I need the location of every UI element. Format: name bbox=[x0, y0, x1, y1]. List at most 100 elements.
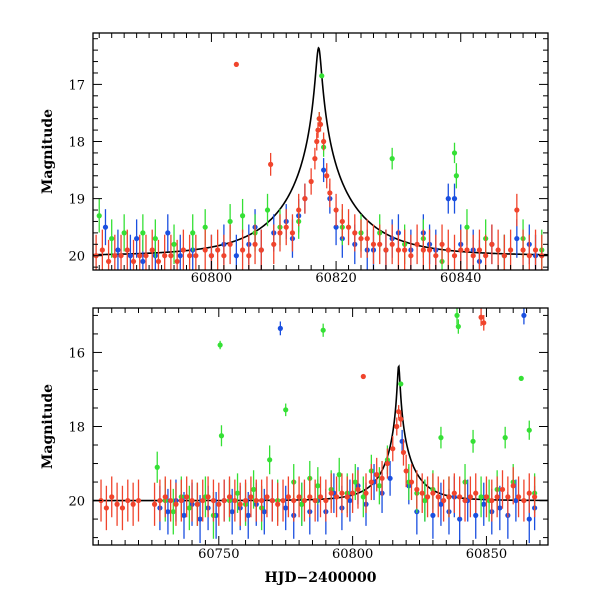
data-point bbox=[302, 196, 308, 202]
data-point bbox=[308, 178, 314, 185]
data-point bbox=[451, 490, 457, 496]
data-point bbox=[390, 446, 396, 452]
data-point bbox=[125, 497, 131, 504]
y-tick-label: 16 bbox=[68, 346, 85, 361]
data-point bbox=[252, 241, 258, 247]
data-point bbox=[259, 497, 265, 504]
data-point bbox=[321, 138, 327, 145]
series-green bbox=[96, 73, 545, 270]
data-point bbox=[320, 327, 326, 333]
data-point bbox=[109, 235, 115, 242]
data-point bbox=[232, 497, 238, 504]
y-axis-label: Magnitude bbox=[40, 384, 56, 469]
data-point bbox=[109, 494, 115, 500]
data-point bbox=[384, 460, 391, 467]
data-point bbox=[321, 167, 327, 173]
data-point bbox=[283, 505, 289, 511]
data-point bbox=[312, 497, 318, 504]
data-point bbox=[119, 505, 126, 511]
data-point bbox=[467, 494, 473, 500]
data-point bbox=[151, 501, 158, 507]
data-point bbox=[532, 494, 538, 500]
data-point bbox=[121, 230, 127, 236]
data-point bbox=[135, 497, 142, 504]
data-point bbox=[514, 235, 520, 242]
data-point bbox=[336, 472, 342, 478]
data-point bbox=[419, 490, 425, 496]
data-point bbox=[124, 247, 130, 253]
data-point bbox=[526, 516, 532, 522]
data-point bbox=[495, 247, 501, 253]
data-point bbox=[345, 224, 352, 230]
data-point bbox=[470, 438, 476, 444]
bottom-panel: 60750 60800 60850 16 18 20 Magnitude HJD−240000… bbox=[40, 307, 549, 586]
data-point bbox=[363, 490, 369, 496]
data-point bbox=[168, 497, 174, 504]
data-point bbox=[202, 224, 208, 230]
data-point bbox=[451, 253, 458, 259]
data-point bbox=[515, 494, 522, 500]
data-point bbox=[481, 501, 487, 507]
data-point bbox=[430, 490, 436, 496]
data-point bbox=[502, 435, 508, 441]
data-point bbox=[229, 509, 235, 515]
data-point bbox=[140, 230, 146, 236]
data-point bbox=[499, 486, 506, 493]
data-point bbox=[157, 497, 163, 504]
data-point bbox=[174, 258, 180, 265]
data-point bbox=[426, 247, 433, 253]
data-point bbox=[317, 494, 324, 500]
data-point bbox=[149, 247, 155, 253]
data-point bbox=[396, 409, 402, 415]
data-point bbox=[454, 312, 460, 319]
data-point bbox=[377, 241, 383, 247]
data-point bbox=[162, 253, 168, 259]
data-point bbox=[194, 501, 200, 507]
data-point bbox=[173, 501, 179, 507]
data-point bbox=[389, 156, 395, 162]
data-point bbox=[457, 516, 463, 522]
data-point bbox=[470, 253, 476, 259]
data-point bbox=[403, 468, 409, 474]
data-point bbox=[296, 207, 302, 213]
x-tick-label: 60800 bbox=[191, 271, 232, 286]
data-point bbox=[424, 494, 431, 500]
data-point bbox=[189, 497, 195, 504]
data-point bbox=[127, 253, 133, 259]
data-point bbox=[216, 501, 222, 507]
data-point bbox=[242, 497, 249, 504]
y-tick-label: 20 bbox=[68, 250, 85, 265]
data-point bbox=[114, 501, 120, 507]
data-point bbox=[289, 230, 296, 236]
data-point bbox=[451, 150, 458, 156]
data-point bbox=[438, 501, 444, 507]
data-point bbox=[134, 235, 140, 242]
data-point bbox=[398, 416, 404, 422]
data-point bbox=[130, 501, 136, 507]
data-point bbox=[193, 253, 199, 259]
data-point bbox=[233, 253, 239, 259]
data-point bbox=[283, 407, 289, 413]
data-point bbox=[481, 320, 487, 326]
data-point bbox=[317, 121, 324, 127]
data-point bbox=[505, 494, 511, 500]
data-point bbox=[398, 381, 404, 387]
data-point bbox=[478, 314, 484, 320]
data-point bbox=[453, 173, 459, 179]
data-point bbox=[494, 494, 500, 500]
data-point bbox=[379, 475, 385, 481]
data-point bbox=[347, 497, 353, 504]
data-point bbox=[285, 494, 291, 500]
y-tick-label: 19 bbox=[68, 193, 85, 208]
data-point bbox=[181, 512, 187, 518]
x-tick-label: 60840 bbox=[440, 271, 481, 286]
data-point bbox=[137, 253, 143, 259]
data-point bbox=[227, 218, 233, 225]
data-point bbox=[315, 483, 321, 489]
data-point bbox=[374, 472, 380, 478]
data-point bbox=[280, 497, 286, 504]
data-point bbox=[105, 258, 112, 265]
x-tick-label: 60850 bbox=[466, 547, 507, 562]
data-point bbox=[170, 509, 176, 515]
data-point bbox=[376, 483, 382, 489]
